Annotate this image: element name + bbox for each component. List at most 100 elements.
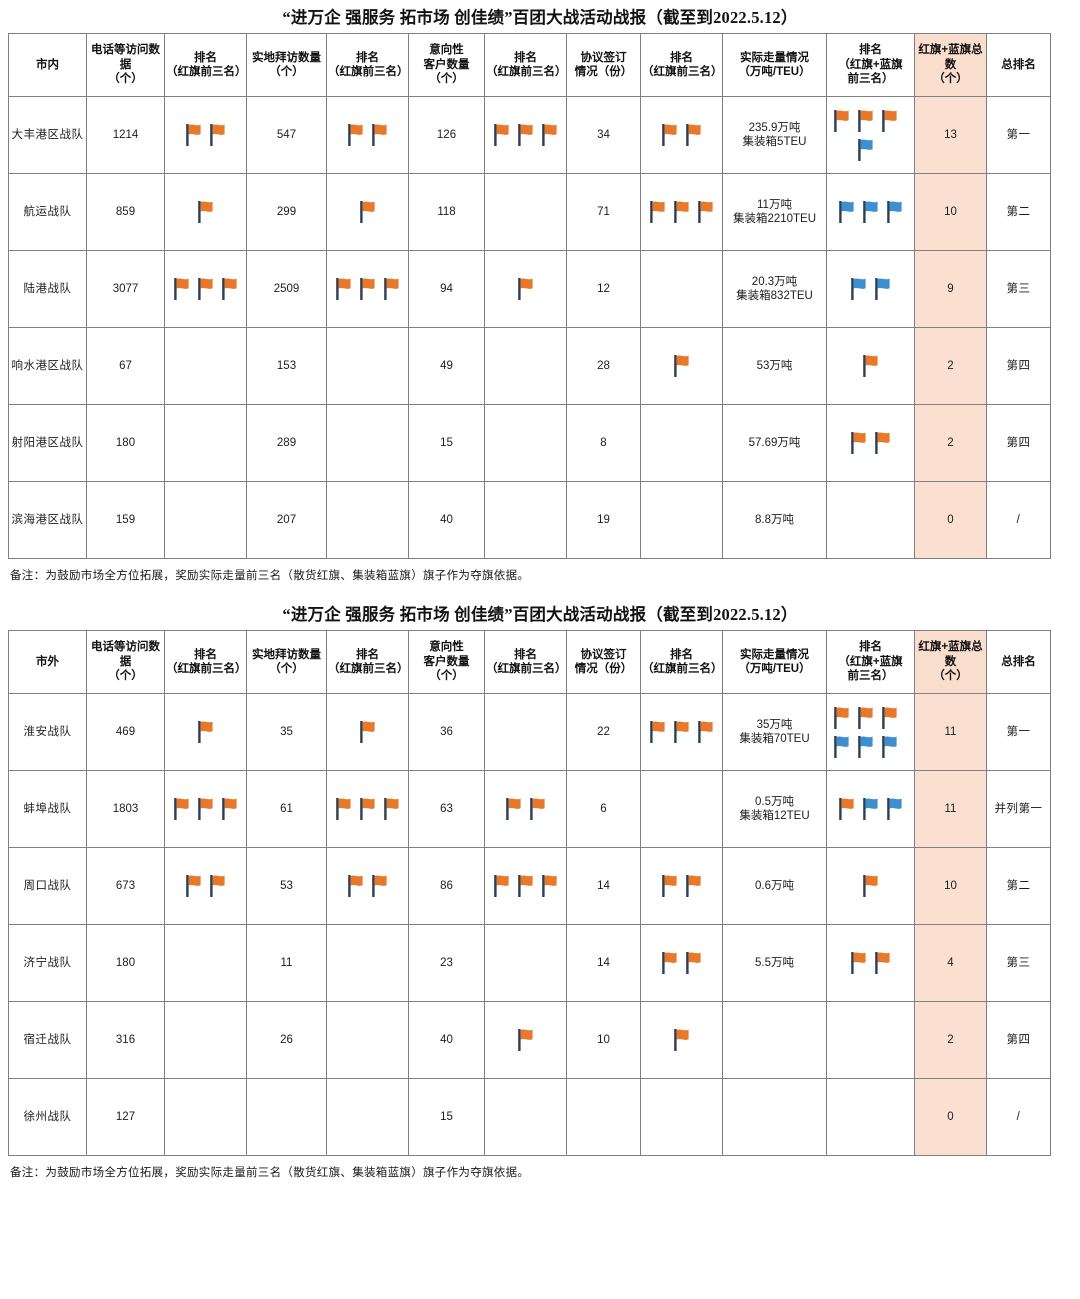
column-header-overall-rank: 总排名 [986, 630, 1051, 694]
flag-icon [334, 796, 354, 822]
table-row: 滨海港区战队 159 207 40 19 8.8万吨 0/ [8, 481, 1051, 559]
overall-rank-cell: 第一 [986, 96, 1051, 174]
column-header-agreements: 协议签订 情况（份） [566, 630, 641, 694]
visits-value-cell: 2509 [246, 250, 327, 328]
table-row: 航运战队 859 299 118 71 11万吨 集装箱2210TEU 10 第二 [8, 173, 1051, 251]
visits-rank-flags-cell [326, 693, 409, 771]
flag-icon [849, 950, 869, 976]
column-header-scope: 市内 [8, 33, 87, 97]
table-row: 宿迁战队 316 26 40 10 2 第四 [8, 1001, 1051, 1079]
team-name-cell: 陆港战队 [8, 250, 87, 328]
intent-value-cell: 118 [408, 173, 485, 251]
team-name-cell: 响水港区战队 [8, 327, 87, 405]
flag-group [642, 719, 721, 745]
table-row: 徐州战队 127 15 0/ [8, 1078, 1051, 1156]
flag-icon [856, 705, 876, 731]
flag-group [828, 108, 904, 163]
volume-value-cell: 35万吨 集装箱70TEU [722, 693, 827, 771]
flag-icon [832, 734, 852, 760]
overall-rank-cell: / [986, 481, 1051, 559]
flag-icon [346, 122, 366, 148]
intent-value-cell: 63 [408, 770, 485, 848]
intent-value-cell: 49 [408, 327, 485, 405]
volume-value-cell [722, 1001, 827, 1079]
visits-rank-flags-cell [326, 1001, 409, 1079]
agreements-value-cell: 10 [566, 1001, 641, 1079]
flag-group [486, 796, 565, 822]
volume-rank-flags-cell [826, 1078, 915, 1156]
flag-group [328, 873, 407, 899]
flag-icon [184, 122, 204, 148]
agreements-value-cell: 19 [566, 481, 641, 559]
flag-icon [516, 276, 536, 302]
overall-rank-cell: 第三 [986, 924, 1051, 1002]
volume-value-cell: 11万吨 集装箱2210TEU [722, 173, 827, 251]
battle-report-table: 市外 电话等访问数据 （个） 排名 （红旗前三名） 实地拜访数量 （个） 排名 （红旗前三名）意… [8, 630, 1051, 1156]
flag-icon [660, 873, 680, 899]
table-row: 蚌埠战队 1803 61 63 6 0.5万吨 集装箱12TEU 11 并列第一 [8, 770, 1051, 848]
overall-rank-cell: 第四 [986, 404, 1051, 482]
flag-icon [334, 276, 354, 302]
flag-icon [492, 873, 512, 899]
intent-rank-flags-cell [484, 924, 567, 1002]
calls-rank-flags-cell [164, 250, 247, 328]
table-note: 备注：为鼓励市场全方位拓展，奖励实际走量前三名（散货红旗、集装箱蓝旗）旗子作为夺… [10, 1167, 530, 1179]
table-note: 备注：为鼓励市场全方位拓展，奖励实际走量前三名（散货红旗、集装箱蓝旗）旗子作为夺… [10, 570, 530, 582]
flag-icon [684, 122, 704, 148]
volume-value-cell: 57.69万吨 [722, 404, 827, 482]
agreements-rank-flags-cell [640, 1001, 723, 1079]
table-header-row: 市外 电话等访问数据 （个） 排名 （红旗前三名） 实地拜访数量 （个） 排名 （红旗前三名）意… [8, 630, 1051, 694]
agreements-rank-flags-cell [640, 924, 723, 1002]
visits-value-cell: 53 [246, 847, 327, 925]
flag-icon [861, 873, 881, 899]
visits-value-cell [246, 1078, 327, 1156]
calls-value-cell: 159 [86, 481, 165, 559]
report-title: “进万企 强服务 拓市场 创佳绩”百团大战活动战报（截至到2022.5.12） [282, 8, 798, 27]
total-flags-cell: 4 [914, 924, 987, 1002]
visits-rank-flags-cell [326, 847, 409, 925]
overall-rank-cell: 第二 [986, 847, 1051, 925]
flag-icon [861, 353, 881, 379]
intent-value-cell: 36 [408, 693, 485, 771]
flag-icon [885, 199, 905, 225]
flag-icon [861, 199, 881, 225]
flag-group [486, 122, 565, 148]
flag-group [328, 122, 407, 148]
flag-icon [516, 1027, 536, 1053]
flag-group [166, 199, 245, 225]
flag-icon [684, 950, 704, 976]
intent-value-cell: 126 [408, 96, 485, 174]
intent-rank-flags-cell [484, 770, 567, 848]
flag-group [166, 276, 245, 302]
volume-value-cell: 8.8万吨 [722, 481, 827, 559]
calls-rank-flags-cell [164, 404, 247, 482]
table-row: 陆港战队 3077 2509 94 12 20.3万吨 集装箱832TEU 9 第三 [8, 250, 1051, 328]
flag-icon [684, 873, 704, 899]
flag-icon [196, 719, 216, 745]
visits-rank-flags-cell [326, 327, 409, 405]
table-row: 射阳港区战队 180 289 15 8 57.69万吨 2 第四 [8, 404, 1051, 482]
table-row: 淮安战队 469 35 36 22 35万吨 集装箱70TEU 11 第一 [8, 693, 1051, 771]
flag-group [486, 873, 565, 899]
flag-group [486, 1027, 565, 1053]
volume-rank-flags-cell [826, 847, 915, 925]
visits-value-cell: 289 [246, 404, 327, 482]
intent-value-cell: 15 [408, 1078, 485, 1156]
flag-icon [358, 199, 378, 225]
column-header-volume: 实际走量情况 （万吨/TEU） [722, 33, 827, 97]
flag-icon [873, 276, 893, 302]
flag-group [642, 1027, 721, 1053]
visits-rank-flags-cell [326, 770, 409, 848]
agreements-rank-flags-cell [640, 404, 723, 482]
flag-group [828, 199, 913, 225]
flag-icon [358, 276, 378, 302]
visits-rank-flags-cell [326, 924, 409, 1002]
column-header-intent: 意向性 客户数量 （个） [408, 33, 485, 97]
calls-value-cell: 1214 [86, 96, 165, 174]
visits-value-cell: 26 [246, 1001, 327, 1079]
volume-rank-flags-cell [826, 1001, 915, 1079]
team-name-cell: 航运战队 [8, 173, 87, 251]
flag-icon [540, 122, 560, 148]
team-name-cell: 滨海港区战队 [8, 481, 87, 559]
